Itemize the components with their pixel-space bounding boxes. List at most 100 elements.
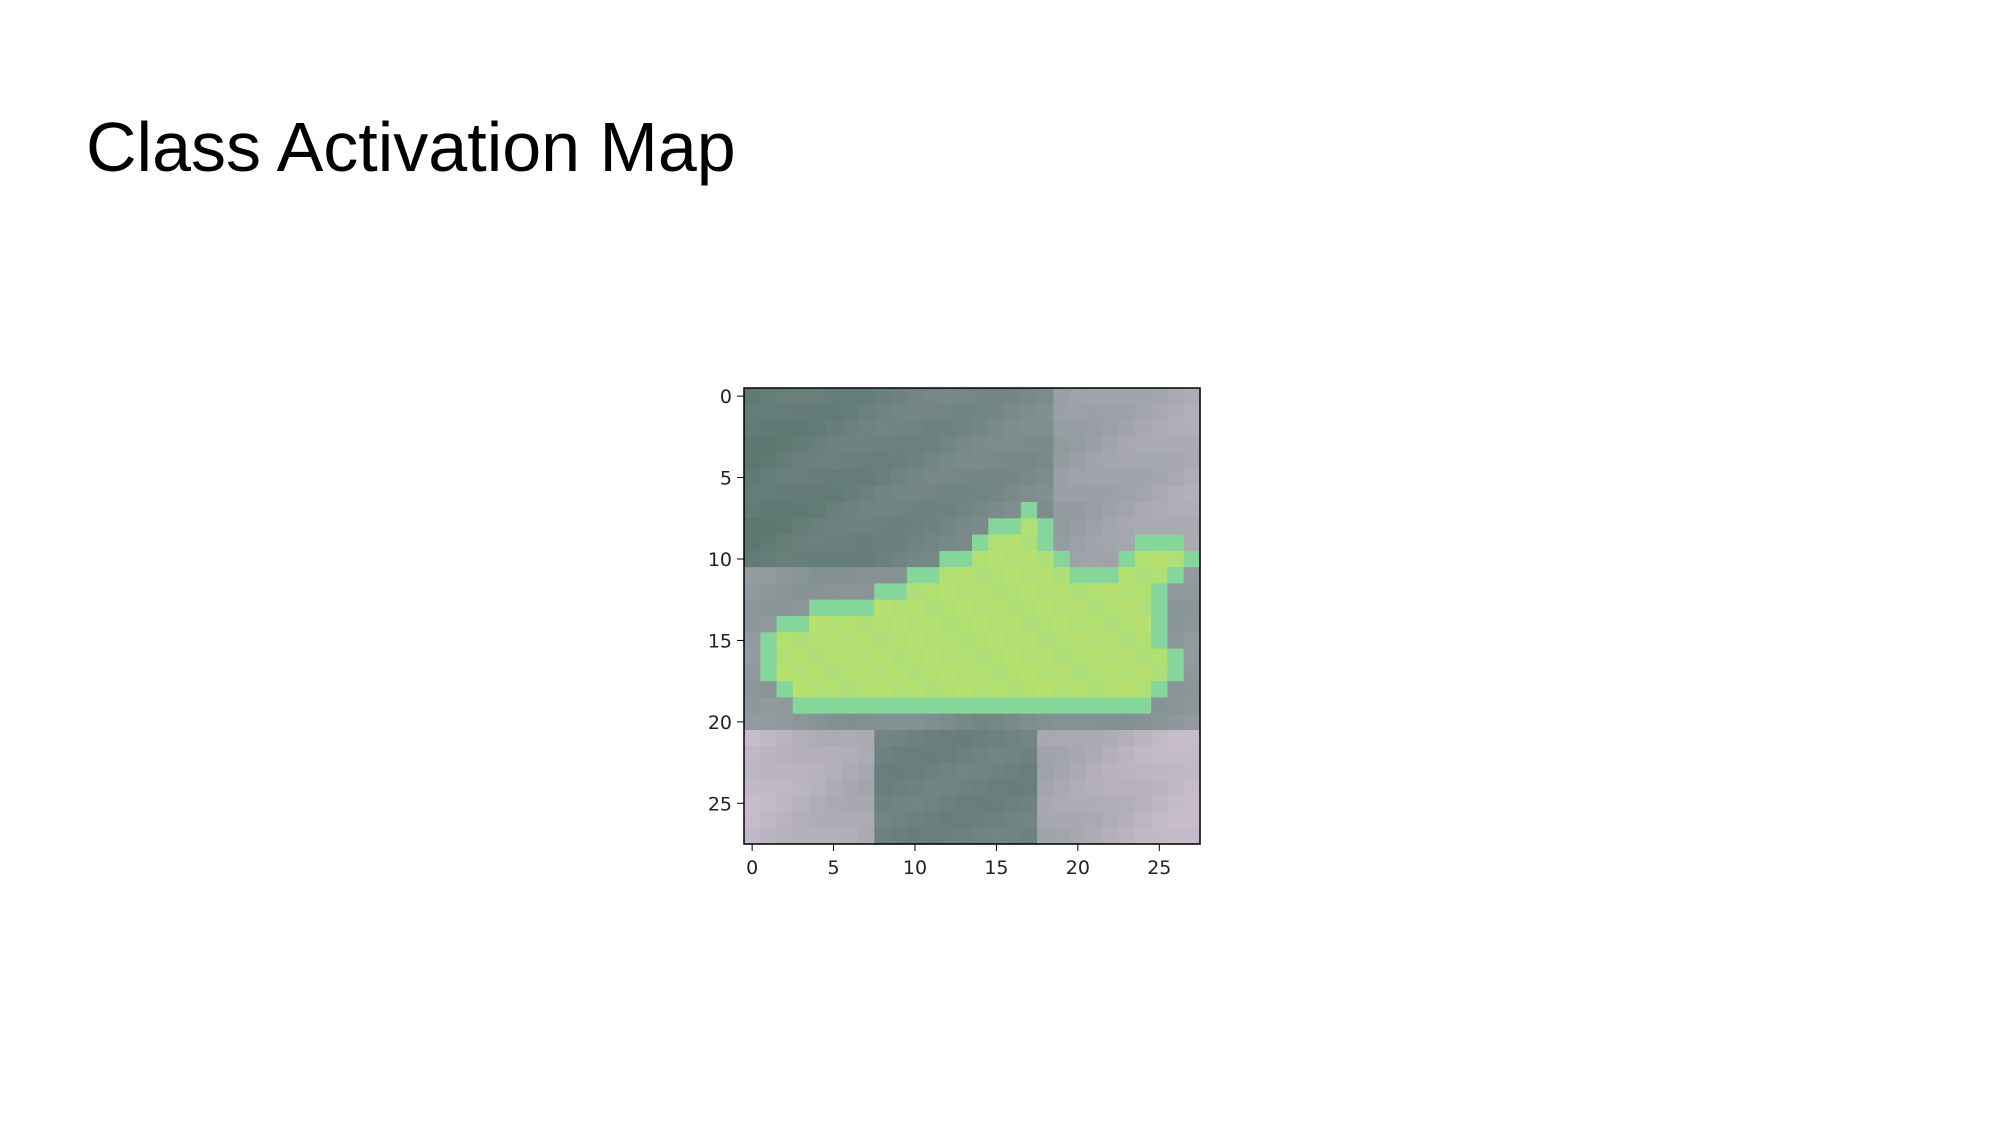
heatmap-cell	[744, 485, 761, 503]
heatmap-cell	[1053, 746, 1071, 764]
heatmap-cell	[858, 485, 875, 503]
heatmap-cell	[890, 404, 908, 422]
heatmap-cell	[1020, 664, 1038, 682]
heatmap-cell	[1004, 697, 1022, 715]
heatmap-cell	[1102, 534, 1120, 552]
heatmap-cell	[988, 681, 1006, 699]
heatmap-cell	[874, 599, 892, 617]
x-tick-label: 25	[1147, 857, 1171, 879]
heatmap-cell	[1134, 681, 1152, 699]
heatmap-cell	[906, 697, 924, 715]
heatmap-cell	[841, 502, 859, 519]
heatmap-cell	[776, 436, 794, 454]
heatmap-cell	[776, 746, 794, 764]
heatmap-cell	[1151, 502, 1169, 519]
heatmap-cell	[1086, 632, 1103, 650]
heatmap-cell	[776, 469, 794, 487]
heatmap-cells	[744, 388, 1201, 845]
heatmap-cell	[1102, 599, 1120, 617]
heatmap-cell	[1053, 681, 1071, 699]
heatmap-cell	[1020, 713, 1038, 731]
heatmap-cell	[1102, 778, 1120, 796]
heatmap-cell	[760, 664, 778, 682]
heatmap-cell	[1151, 599, 1169, 617]
heatmap-cell	[841, 632, 859, 650]
heatmap-cell	[1037, 567, 1055, 585]
heatmap-cell	[1151, 534, 1169, 552]
heatmap-cell	[890, 713, 908, 731]
heatmap-cell	[1020, 567, 1038, 585]
heatmap-cell	[825, 746, 843, 764]
heatmap-cell	[1004, 388, 1022, 405]
heatmap-cell	[1053, 697, 1071, 715]
heatmap-cell	[1037, 762, 1055, 780]
heatmap-cell	[809, 746, 827, 764]
heatmap-cell	[1037, 485, 1055, 503]
heatmap-cell	[923, 762, 941, 780]
heatmap-cell	[1020, 388, 1038, 405]
heatmap-cell	[1004, 827, 1022, 845]
heatmap-cell	[1037, 664, 1055, 682]
heatmap-cell	[1069, 762, 1087, 780]
heatmap-cell	[939, 388, 957, 405]
heatmap-cell	[1086, 567, 1103, 585]
heatmap-cell	[1069, 420, 1087, 438]
heatmap-cell	[874, 420, 892, 438]
heatmap-cell	[792, 420, 810, 438]
heatmap-cell	[1069, 616, 1087, 633]
heatmap-cell	[988, 583, 1006, 601]
heatmap-cell	[939, 518, 957, 536]
heatmap-cell	[858, 811, 875, 829]
heatmap-cell	[1151, 388, 1169, 405]
heatmap-cell	[1167, 469, 1185, 487]
heatmap-cell	[744, 550, 761, 568]
heatmap-cell	[792, 730, 810, 747]
heatmap-cell	[1118, 502, 1136, 519]
heatmap-cell	[1069, 567, 1087, 585]
heatmap-cell	[1151, 746, 1169, 764]
heatmap-cell	[809, 469, 827, 487]
heatmap-cell	[906, 420, 924, 438]
heatmap-cell	[1183, 485, 1201, 503]
heatmap-cell	[1069, 469, 1087, 487]
heatmap-cell	[841, 713, 859, 731]
heatmap-cell	[1167, 664, 1185, 682]
heatmap-cell	[955, 697, 973, 715]
heatmap-cell	[1118, 404, 1136, 422]
heatmap-cell	[874, 795, 892, 813]
heatmap-cell	[760, 713, 778, 731]
heatmap-cell	[760, 599, 778, 617]
heatmap-cell	[1167, 567, 1185, 585]
heatmap-cell	[1151, 664, 1169, 682]
heatmap-cell	[1020, 697, 1038, 715]
heatmap-cell	[874, 746, 892, 764]
heatmap-cell	[1053, 518, 1071, 536]
y-axis: 0 5 10 15 20 25	[708, 386, 744, 815]
heatmap-cell	[972, 664, 989, 682]
heatmap-cell	[1167, 681, 1185, 699]
heatmap-cell	[760, 697, 778, 715]
heatmap-cell	[1004, 469, 1022, 487]
heatmap-cell	[1102, 746, 1120, 764]
heatmap-cell	[1069, 404, 1087, 422]
heatmap-cell	[890, 778, 908, 796]
heatmap-cell	[1118, 583, 1136, 601]
heatmap-cell	[988, 730, 1006, 747]
heatmap-cell	[972, 697, 989, 715]
heatmap-cell	[955, 485, 973, 503]
heatmap-cell	[1183, 502, 1201, 519]
heatmap-cell	[1118, 827, 1136, 845]
heatmap-cell	[988, 648, 1006, 666]
heatmap-cell	[1167, 420, 1185, 438]
heatmap-cell	[841, 762, 859, 780]
heatmap-cell	[760, 388, 778, 405]
heatmap-cell	[890, 436, 908, 454]
heatmap-cell	[841, 616, 859, 633]
heatmap-cell	[1183, 664, 1201, 682]
heatmap-cell	[776, 730, 794, 747]
heatmap-cell	[874, 632, 892, 650]
heatmap-cell	[890, 518, 908, 536]
heatmap-cell	[809, 730, 827, 747]
heatmap-cell	[906, 485, 924, 503]
heatmap-cell	[1069, 697, 1087, 715]
